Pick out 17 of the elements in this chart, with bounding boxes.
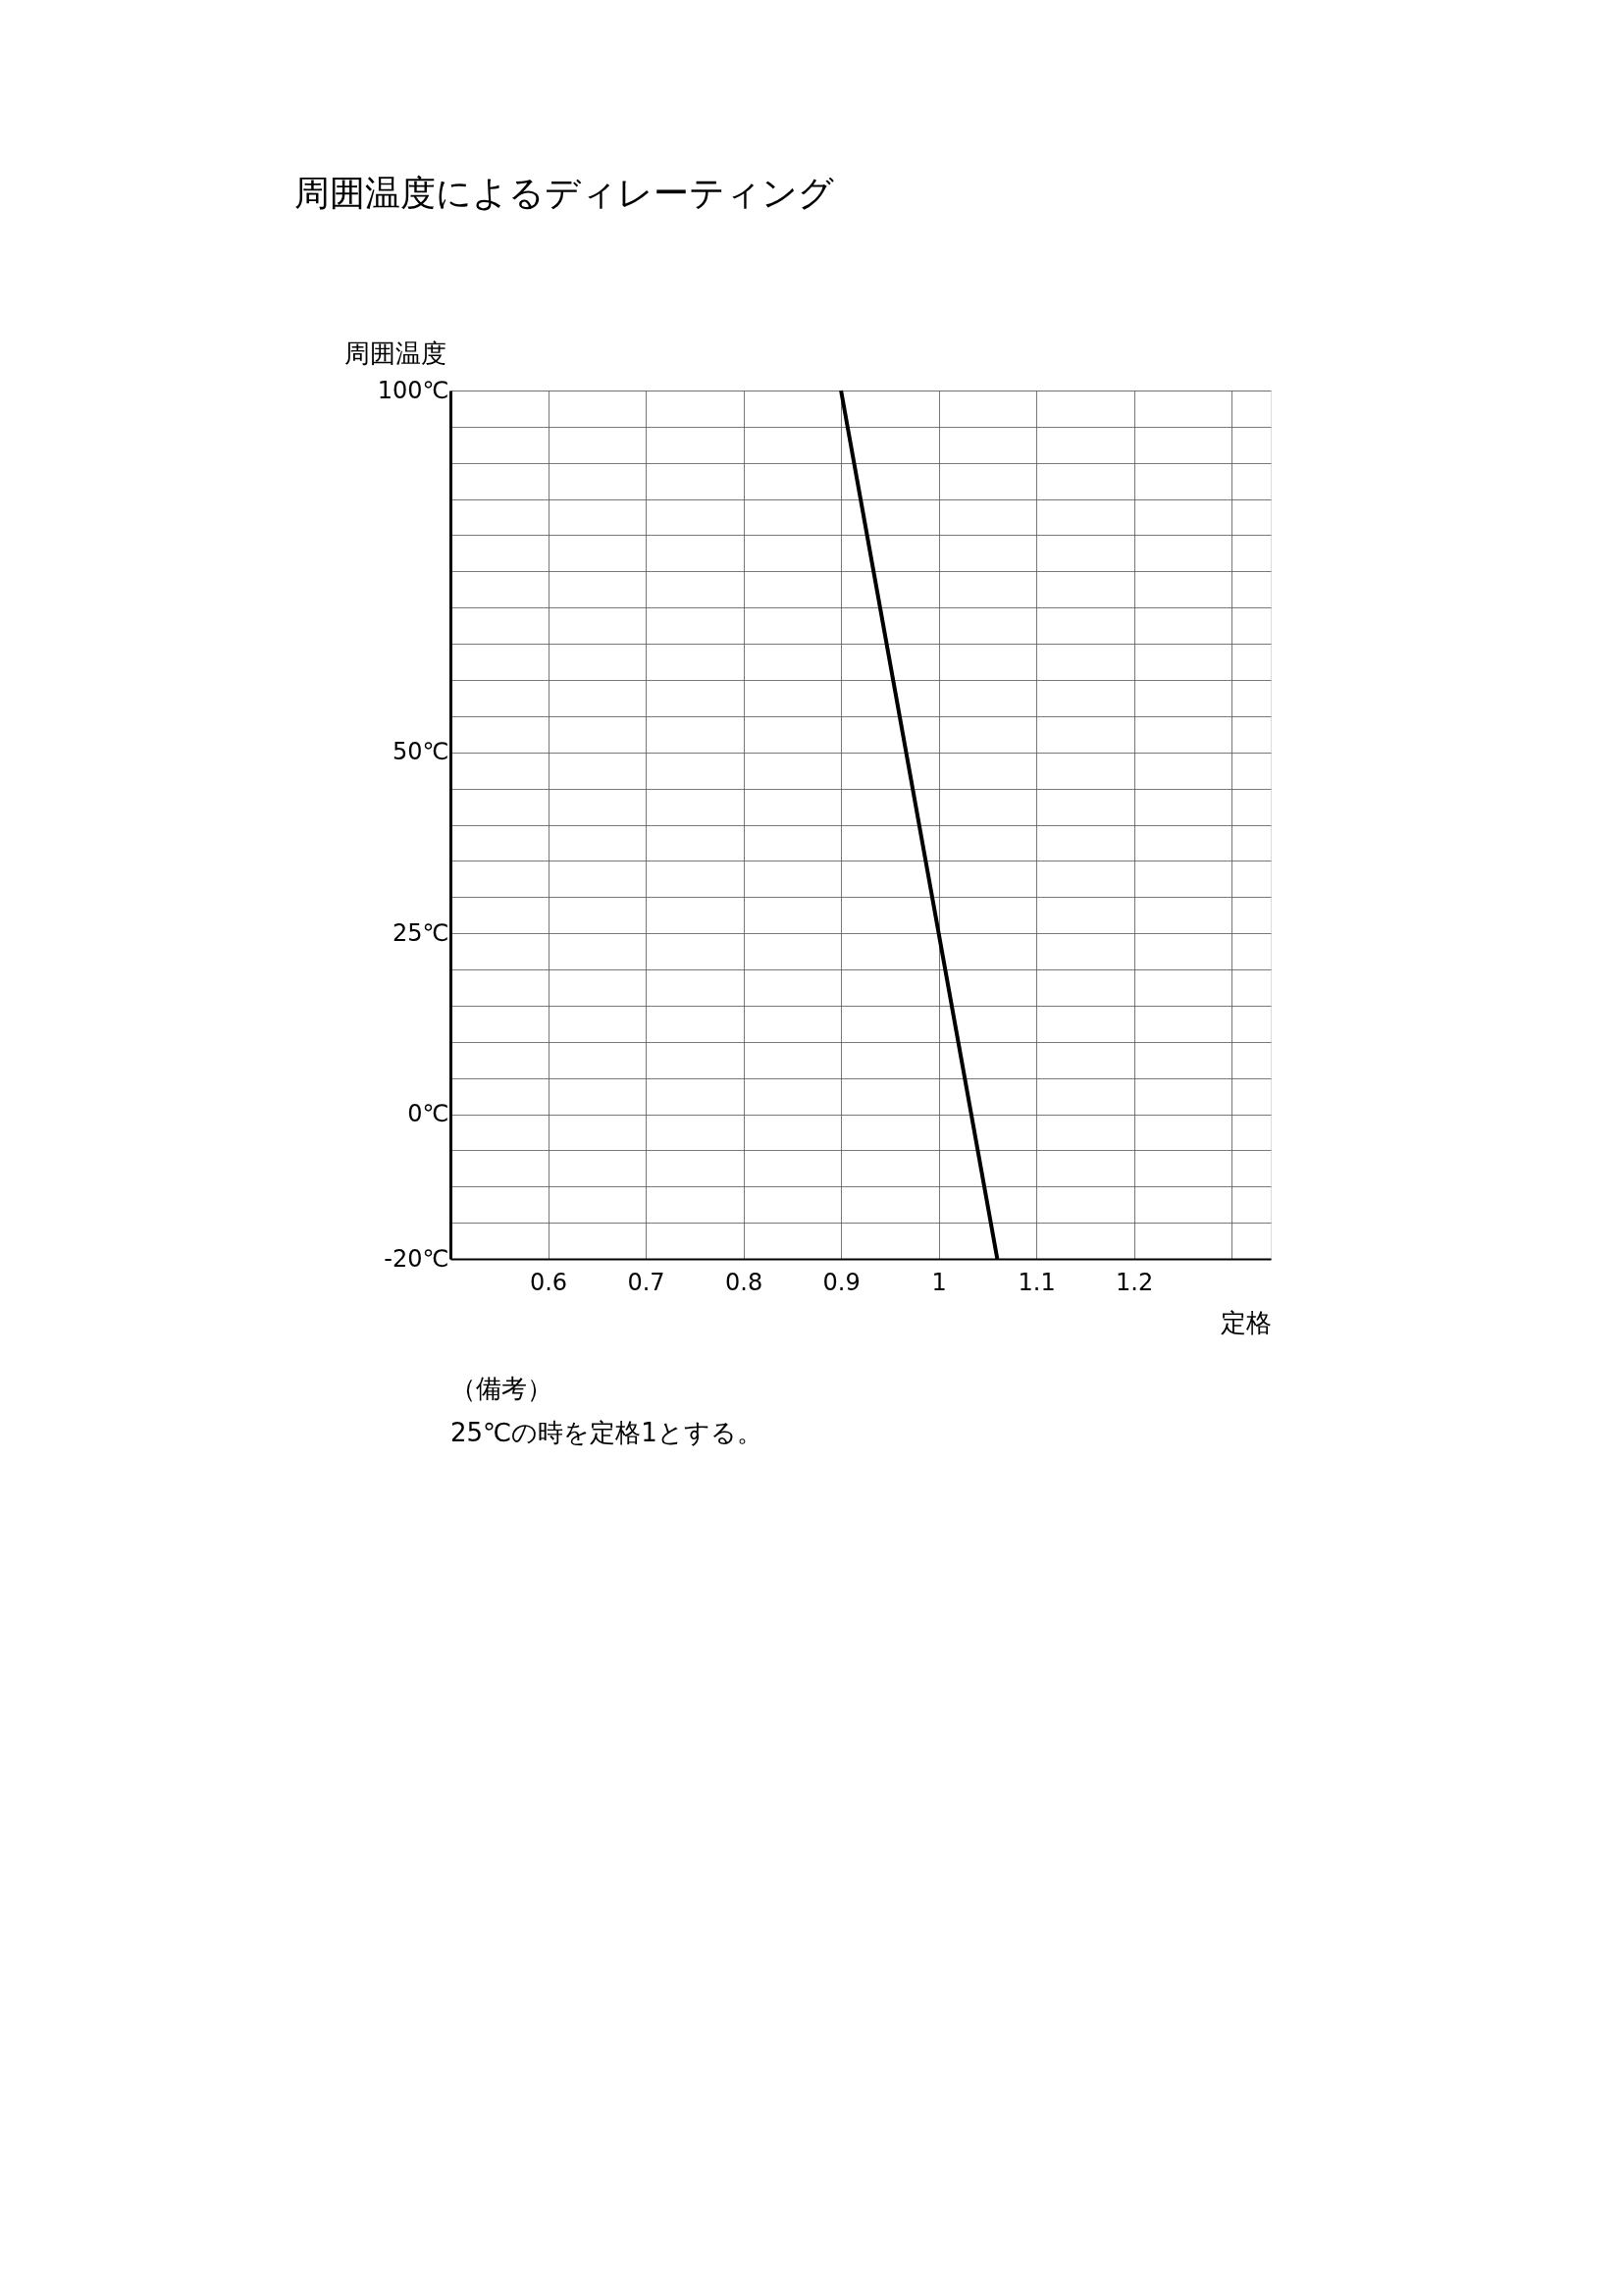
y-tick-label: -20℃ xyxy=(384,1244,449,1273)
y-tick-label: 50℃ xyxy=(393,738,449,766)
y-axis-title: 周囲温度 xyxy=(343,338,446,368)
x-axis-title: 定格 xyxy=(1220,1307,1272,1337)
y-tick-label: 25℃ xyxy=(393,918,449,947)
x-tick-label: 0.8 xyxy=(724,1268,763,1296)
y-tick-label: 0℃ xyxy=(407,1100,449,1127)
text: （備考） xyxy=(450,1374,552,1403)
x-tick-label: 0.6 xyxy=(529,1268,568,1296)
y-tick-label: 100℃ xyxy=(377,376,449,404)
chart-title: 周囲温度によるディレーティング xyxy=(294,173,834,213)
x-tick-label: 0.9 xyxy=(822,1268,861,1296)
x-tick-label: 0.7 xyxy=(627,1268,665,1296)
x-tick-label: 1.2 xyxy=(1116,1268,1154,1296)
text: 25℃の時を定格1とする。 xyxy=(450,1418,762,1447)
x-tick-label: 1.1 xyxy=(1018,1268,1056,1296)
x-tick-label: 1 xyxy=(931,1268,947,1296)
